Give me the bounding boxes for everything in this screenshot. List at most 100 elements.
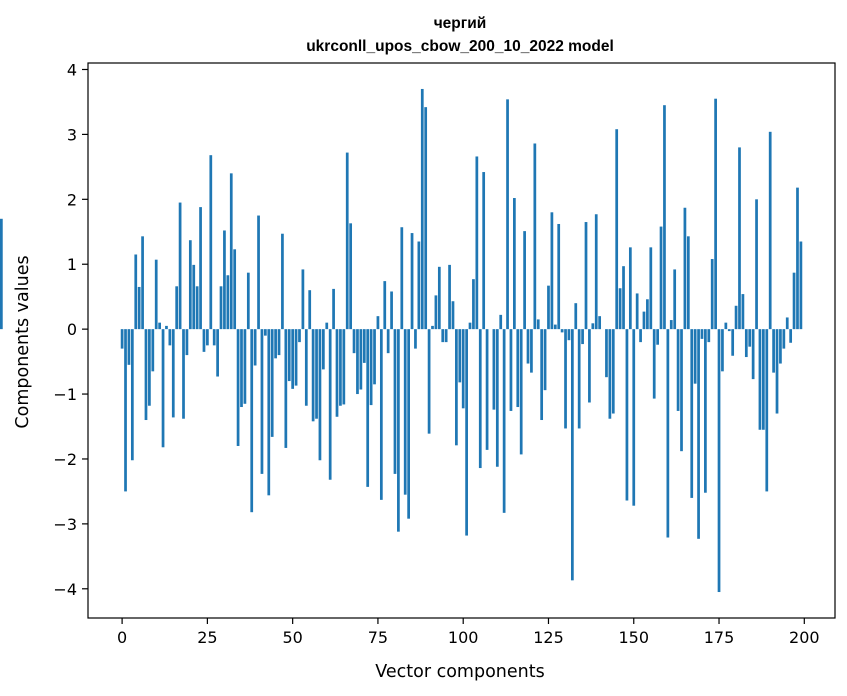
bar-104 xyxy=(475,156,479,330)
bar-35 xyxy=(240,329,243,408)
bar-144 xyxy=(611,329,615,414)
bar-98 xyxy=(455,329,458,446)
x-tick-label-75: 75 xyxy=(368,628,388,647)
bar-97 xyxy=(451,301,455,330)
bar-20 xyxy=(188,240,192,330)
bar-198 xyxy=(796,187,799,330)
bar-72 xyxy=(366,329,370,487)
bar-44 xyxy=(270,329,274,437)
bar-37 xyxy=(246,272,250,330)
bar-55 xyxy=(308,290,312,330)
bar-74 xyxy=(373,329,376,385)
bar-52 xyxy=(298,329,301,343)
bar-189 xyxy=(765,329,769,492)
bar-13 xyxy=(165,325,168,330)
bar-95 xyxy=(444,329,448,343)
bar-175 xyxy=(717,329,721,593)
bar-191 xyxy=(772,329,775,373)
bar-26 xyxy=(209,155,213,330)
bar-145 xyxy=(615,129,619,330)
bar-100 xyxy=(461,329,465,409)
bar-167 xyxy=(690,329,694,498)
bar-159 xyxy=(663,105,666,330)
bar-109 xyxy=(492,329,496,410)
bar-199 xyxy=(799,241,803,330)
bar-2 xyxy=(127,329,131,365)
bar-61 xyxy=(328,329,332,480)
bar-94 xyxy=(441,329,445,343)
bar-110 xyxy=(495,329,499,467)
bar-190 xyxy=(768,131,772,330)
bar-136 xyxy=(584,222,588,330)
chart-title-line2: ukrconll_upos_cbow_200_10_2022 model xyxy=(306,38,614,55)
bar-131 xyxy=(567,329,571,341)
bar-180 xyxy=(734,305,738,330)
bar-88 xyxy=(420,88,424,330)
bar-91 xyxy=(431,325,434,330)
bar-194 xyxy=(782,329,786,349)
bars-group xyxy=(0,88,803,593)
bar-23 xyxy=(199,207,202,330)
bar-30 xyxy=(223,230,226,330)
bar-92 xyxy=(434,295,438,330)
y-tick-label-3: 3 xyxy=(67,125,77,144)
bar-69 xyxy=(356,329,359,395)
bar-168 xyxy=(693,329,697,384)
bar-80 xyxy=(393,329,397,474)
bar-171 xyxy=(704,329,707,493)
bar-89 xyxy=(424,107,428,330)
bar-184 xyxy=(748,329,752,347)
plot-area-frame xyxy=(87,62,836,619)
bar-65 xyxy=(342,329,346,405)
bar-43 xyxy=(267,329,271,496)
bar-117 xyxy=(519,329,523,455)
y-tick-label-4: 4 xyxy=(67,60,77,79)
bar-137 xyxy=(588,329,591,403)
bar-22 xyxy=(195,286,199,330)
bar-105 xyxy=(478,329,482,469)
x-tick-label-175: 175 xyxy=(704,628,735,647)
bar-193 xyxy=(779,329,782,364)
bar-128 xyxy=(557,223,561,330)
y-tick-label--1: −1 xyxy=(53,385,77,404)
y-tick-label-1: 1 xyxy=(67,255,77,274)
bar-77 xyxy=(383,281,387,330)
bar-82 xyxy=(400,227,404,330)
bar-143 xyxy=(608,329,612,419)
bar-79 xyxy=(390,291,393,330)
bar-106 xyxy=(482,172,486,330)
bar-111 xyxy=(499,314,503,330)
bar-84 xyxy=(407,329,410,519)
bar-21 xyxy=(192,264,196,330)
bar-169 xyxy=(697,329,700,539)
bar-75 xyxy=(376,316,380,330)
y-tick-label--2: −2 xyxy=(53,450,77,469)
bar-114 xyxy=(509,329,513,411)
bar-101 xyxy=(465,329,468,536)
bar-162 xyxy=(673,269,677,330)
bar-31 xyxy=(226,275,230,330)
bar-103 xyxy=(472,279,475,330)
bar-102 xyxy=(468,322,472,330)
bar-24 xyxy=(202,329,206,352)
bar-186 xyxy=(755,199,758,330)
y-tick-label--4: −4 xyxy=(53,580,77,599)
bar-153 xyxy=(642,311,646,330)
bar-42 xyxy=(264,329,267,336)
bar-150 xyxy=(632,329,636,506)
bar-165 xyxy=(683,207,687,330)
bar-115 xyxy=(513,198,516,330)
bar-148 xyxy=(625,329,629,501)
y-axis-label: Components values xyxy=(13,255,33,428)
x-axis: 0 25 50 75 100 125 150 175 200 xyxy=(117,618,820,647)
bar-12 xyxy=(161,329,165,448)
bar-173 xyxy=(710,259,714,330)
bar-4 xyxy=(134,254,138,330)
bar-71 xyxy=(362,329,366,363)
bar-135 xyxy=(581,329,584,345)
bar-0 xyxy=(120,329,124,349)
bar-57 xyxy=(315,329,318,419)
bar-5 xyxy=(137,286,141,330)
bar-161 xyxy=(669,320,673,330)
bar-134 xyxy=(577,329,581,429)
